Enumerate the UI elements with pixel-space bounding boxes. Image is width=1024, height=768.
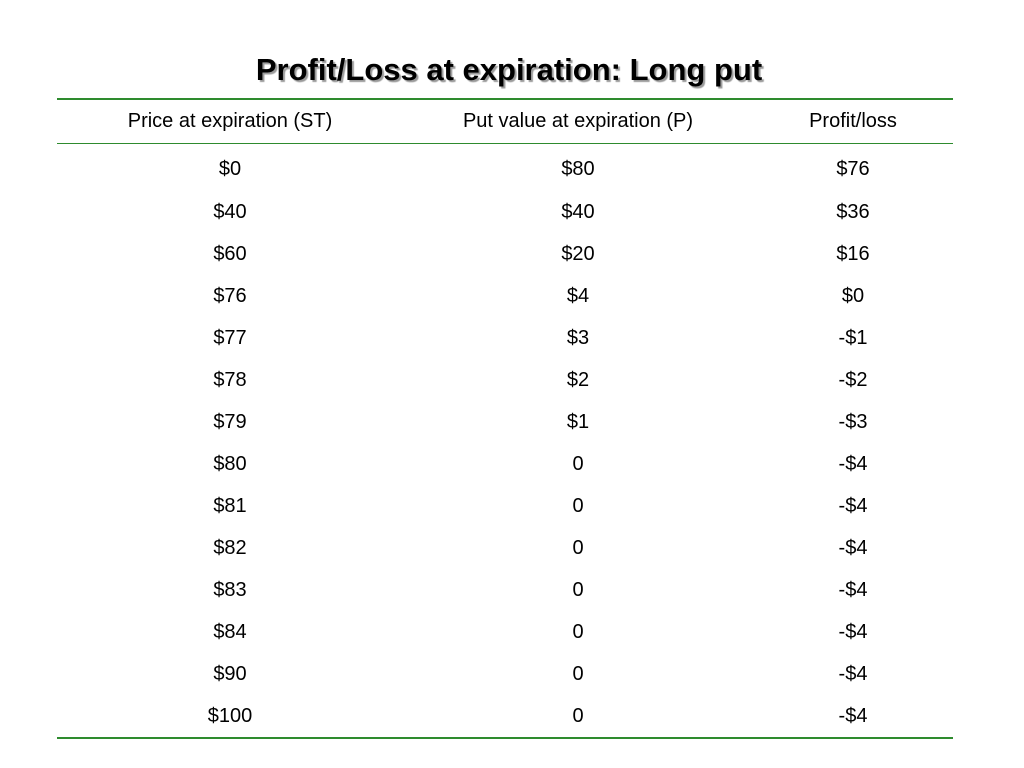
cell-price: $77	[213, 327, 247, 349]
cell-put-value: 0	[572, 704, 584, 727]
table-row: $100 0 -$4	[57, 696, 953, 738]
column-header-profit-loss: Profit/loss	[809, 110, 897, 132]
cell-put-value: 0	[572, 537, 584, 559]
cell-put-value: $20	[561, 243, 595, 265]
cell-put-value: $2	[566, 369, 590, 391]
cell-profit-loss: -$2	[838, 369, 868, 391]
table-row: $82 0 -$4	[57, 528, 953, 570]
slide-title: Profit/Loss at expiration: Long put	[255, 52, 763, 87]
cell-put-value: $40	[561, 201, 595, 223]
profit-loss-table: Price at expiration (ST) Put value at ex…	[57, 98, 953, 739]
table-row: $60 $20 $16	[57, 234, 953, 276]
table-row: $84 0 -$4	[57, 612, 953, 654]
cell-price: $100	[207, 704, 253, 727]
table-row: $40 $40 $36	[57, 192, 953, 234]
cell-profit-loss: -$4	[838, 663, 868, 685]
table-body: $0 $80 $76 $40 $40 $36 $60 $20 $16 $76 $4 $0 $77 $3 -$…	[57, 144, 953, 738]
table-row: $79 $1 -$3	[57, 402, 953, 444]
cell-put-value: $4	[566, 285, 590, 307]
cell-put-value: $80	[561, 158, 595, 181]
column-header-price: Price at expiration (ST)	[127, 110, 333, 132]
cell-price: $79	[213, 411, 247, 433]
table-header-row: Price at expiration (ST) Put value at ex…	[57, 99, 953, 144]
column-header-put-value: Put value at expiration (P)	[462, 110, 694, 132]
cell-price: $80	[213, 453, 247, 475]
cell-profit-loss: -$4	[838, 537, 868, 559]
cell-profit-loss: -$4	[838, 579, 868, 601]
cell-profit-loss: $0	[841, 285, 865, 307]
cell-put-value: 0	[572, 453, 584, 475]
table-row: $81 0 -$4	[57, 486, 953, 528]
table-row: $80 0 -$4	[57, 444, 953, 486]
cell-put-value: $1	[566, 411, 590, 433]
table-row: $90 0 -$4	[57, 654, 953, 696]
cell-profit-loss: -$4	[838, 453, 868, 475]
cell-put-value: 0	[572, 495, 584, 517]
table-row: $77 $3 -$1	[57, 318, 953, 360]
cell-put-value: $3	[566, 327, 590, 349]
table-row: $76 $4 $0	[57, 276, 953, 318]
table-row: $83 0 -$4	[57, 570, 953, 612]
cell-profit-loss: -$1	[838, 327, 868, 349]
cell-profit-loss: -$3	[838, 411, 868, 433]
table-row: $78 $2 -$2	[57, 360, 953, 402]
cell-price: $76	[213, 285, 247, 307]
cell-profit-loss: -$4	[838, 495, 868, 517]
cell-profit-loss: -$4	[838, 704, 868, 727]
cell-profit-loss: $76	[836, 158, 870, 181]
table-container: Price at expiration (ST) Put value at ex…	[57, 98, 953, 739]
cell-profit-loss: $16	[836, 243, 870, 265]
table-row: $0 $80 $76	[57, 144, 953, 192]
cell-price: $60	[213, 243, 247, 265]
cell-price: $40	[213, 201, 247, 223]
cell-price: $82	[213, 537, 247, 559]
cell-price: $0	[218, 158, 242, 181]
cell-put-value: 0	[572, 579, 584, 601]
cell-price: $81	[213, 495, 247, 517]
cell-price: $83	[213, 579, 247, 601]
cell-put-value: 0	[572, 663, 584, 685]
cell-put-value: 0	[572, 621, 584, 643]
cell-profit-loss: -$4	[838, 621, 868, 643]
cell-price: $84	[213, 621, 247, 643]
cell-profit-loss: $36	[836, 201, 870, 223]
cell-price: $90	[213, 663, 247, 685]
cell-price: $78	[213, 369, 247, 391]
